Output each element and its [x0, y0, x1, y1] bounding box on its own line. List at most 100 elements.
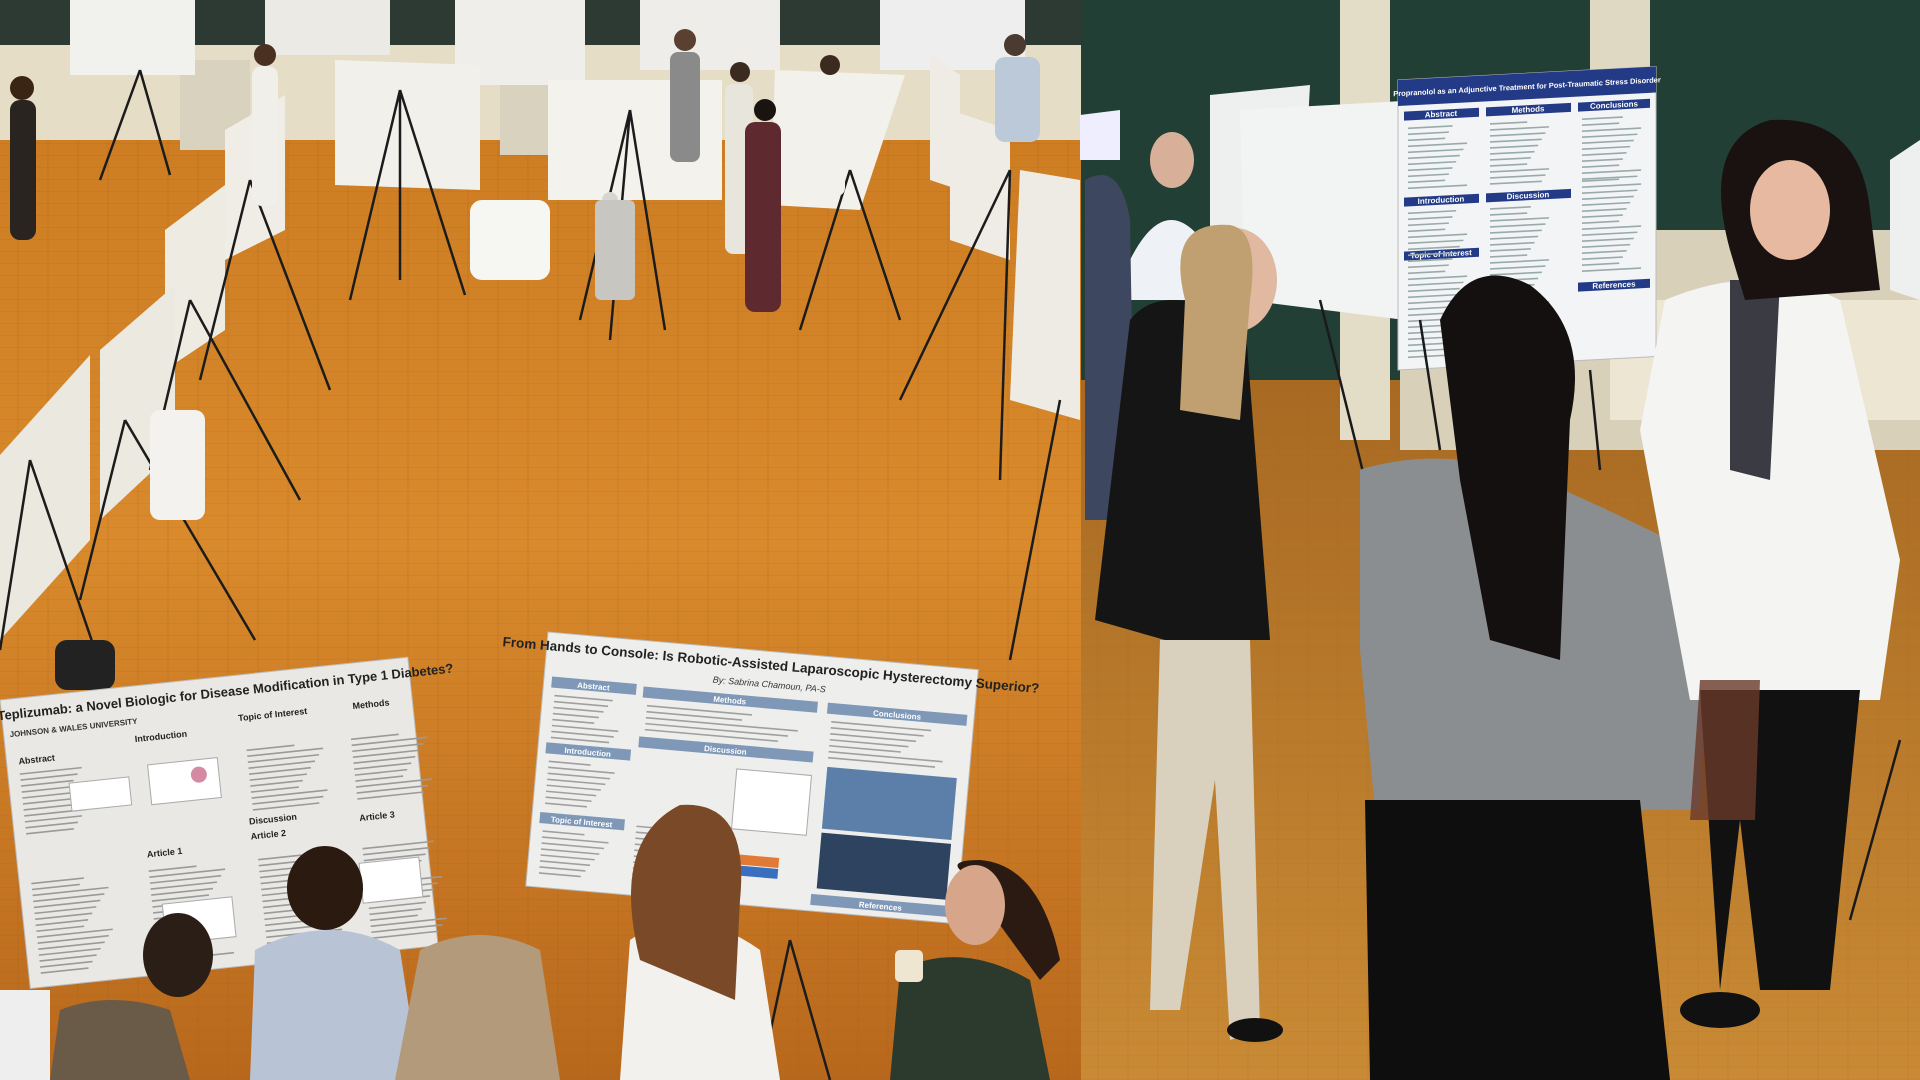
- text-line: [1408, 287, 1460, 293]
- text-line: [1408, 184, 1468, 190]
- right-photo: Propranolol as an Adjunctive Treatment f…: [1080, 0, 1920, 1080]
- text-line: [1408, 173, 1449, 178]
- section-heading: Discussion: [704, 744, 747, 757]
- right-people: [1085, 119, 1900, 1080]
- text-line: [37, 934, 109, 944]
- text-line: [353, 755, 416, 764]
- text-line: [39, 954, 97, 962]
- text-line: [1490, 223, 1546, 228]
- text-line: [553, 706, 604, 713]
- text-line: [371, 923, 443, 934]
- text-line: [351, 736, 428, 747]
- text-line: [539, 866, 586, 872]
- text-line: [1408, 281, 1464, 287]
- text-line: [830, 727, 924, 737]
- text-line: [371, 930, 439, 940]
- text-line: [38, 941, 105, 950]
- text-line: [542, 836, 609, 844]
- text-line: [25, 821, 79, 829]
- text-line: [352, 742, 424, 753]
- text-line: [831, 721, 932, 732]
- section-heading: Abstract: [577, 681, 610, 693]
- text-line: [350, 733, 399, 741]
- text-line: [355, 778, 432, 788]
- text-line: [1490, 229, 1542, 234]
- text-line: [355, 775, 404, 782]
- text-line: [1408, 264, 1449, 269]
- section-heading: Introduction: [1418, 195, 1465, 206]
- text-line: [1490, 241, 1535, 246]
- text-line: [553, 700, 609, 708]
- text-line: [369, 908, 422, 916]
- text-line: [1490, 180, 1542, 185]
- text-line: [1408, 160, 1457, 166]
- foreground-people: [0, 804, 1060, 1080]
- text-line: [1408, 125, 1453, 130]
- text-line: [828, 750, 943, 763]
- text-line: [19, 766, 82, 775]
- text-line: [1490, 132, 1546, 137]
- text-line: [1408, 137, 1446, 142]
- text-line: [356, 784, 428, 794]
- text-line: [1582, 178, 1620, 182]
- text-line: [1490, 212, 1528, 216]
- text-line: [1490, 138, 1542, 143]
- text-line: [1582, 139, 1634, 144]
- text-line: [36, 925, 85, 933]
- section-heading: Methods: [713, 695, 747, 707]
- text-line: [1408, 148, 1464, 154]
- text-line: [1408, 251, 1457, 257]
- text-line: [24, 808, 87, 817]
- text-line: [369, 914, 418, 922]
- text-line: [1490, 168, 1550, 173]
- text-line: [1582, 158, 1623, 162]
- text-line: [1582, 220, 1620, 224]
- text-line: [540, 848, 600, 855]
- text-line: [1490, 217, 1550, 222]
- text-line: [148, 865, 197, 872]
- text-line: [34, 906, 97, 915]
- text-line: [31, 883, 80, 891]
- text-line: [1490, 265, 1546, 270]
- text-line: [542, 830, 585, 836]
- text-line: [38, 947, 101, 956]
- text-line: [646, 710, 743, 721]
- background-people: [10, 29, 1040, 690]
- text-line: [151, 887, 214, 896]
- text-line: [252, 795, 324, 805]
- text-line: [1408, 131, 1449, 136]
- text-line: [1490, 235, 1539, 240]
- text-line: [1582, 201, 1631, 206]
- text-line: [1490, 254, 1528, 258]
- section-heading: Article 2: [250, 828, 286, 842]
- text-line: [1408, 270, 1446, 275]
- text-line: [829, 738, 909, 748]
- text-line: [645, 722, 788, 737]
- text-line: [151, 894, 210, 902]
- text-line: [1490, 126, 1550, 131]
- text-line: [33, 893, 105, 903]
- text-line: [1490, 259, 1550, 264]
- text-line: [1582, 262, 1620, 266]
- text-line: [251, 789, 328, 799]
- text-line: [247, 753, 320, 764]
- text-line: [1582, 175, 1638, 180]
- section-heading: Introduction: [564, 746, 611, 759]
- text-line: [26, 827, 74, 835]
- text-line: [150, 881, 218, 890]
- text-line: [1582, 189, 1638, 194]
- text-line: [1408, 216, 1453, 221]
- text-line: [551, 724, 619, 733]
- text-line: [1582, 237, 1634, 242]
- text-line: [1408, 245, 1460, 251]
- text-line: [247, 747, 324, 758]
- text-line: [1408, 209, 1457, 215]
- text-line: [1582, 208, 1627, 212]
- text-line: [1408, 154, 1460, 160]
- text-line: [1490, 121, 1528, 125]
- text-line: [149, 874, 222, 884]
- text-line: [363, 846, 430, 856]
- text-line: [646, 704, 753, 716]
- text-line: [541, 842, 605, 850]
